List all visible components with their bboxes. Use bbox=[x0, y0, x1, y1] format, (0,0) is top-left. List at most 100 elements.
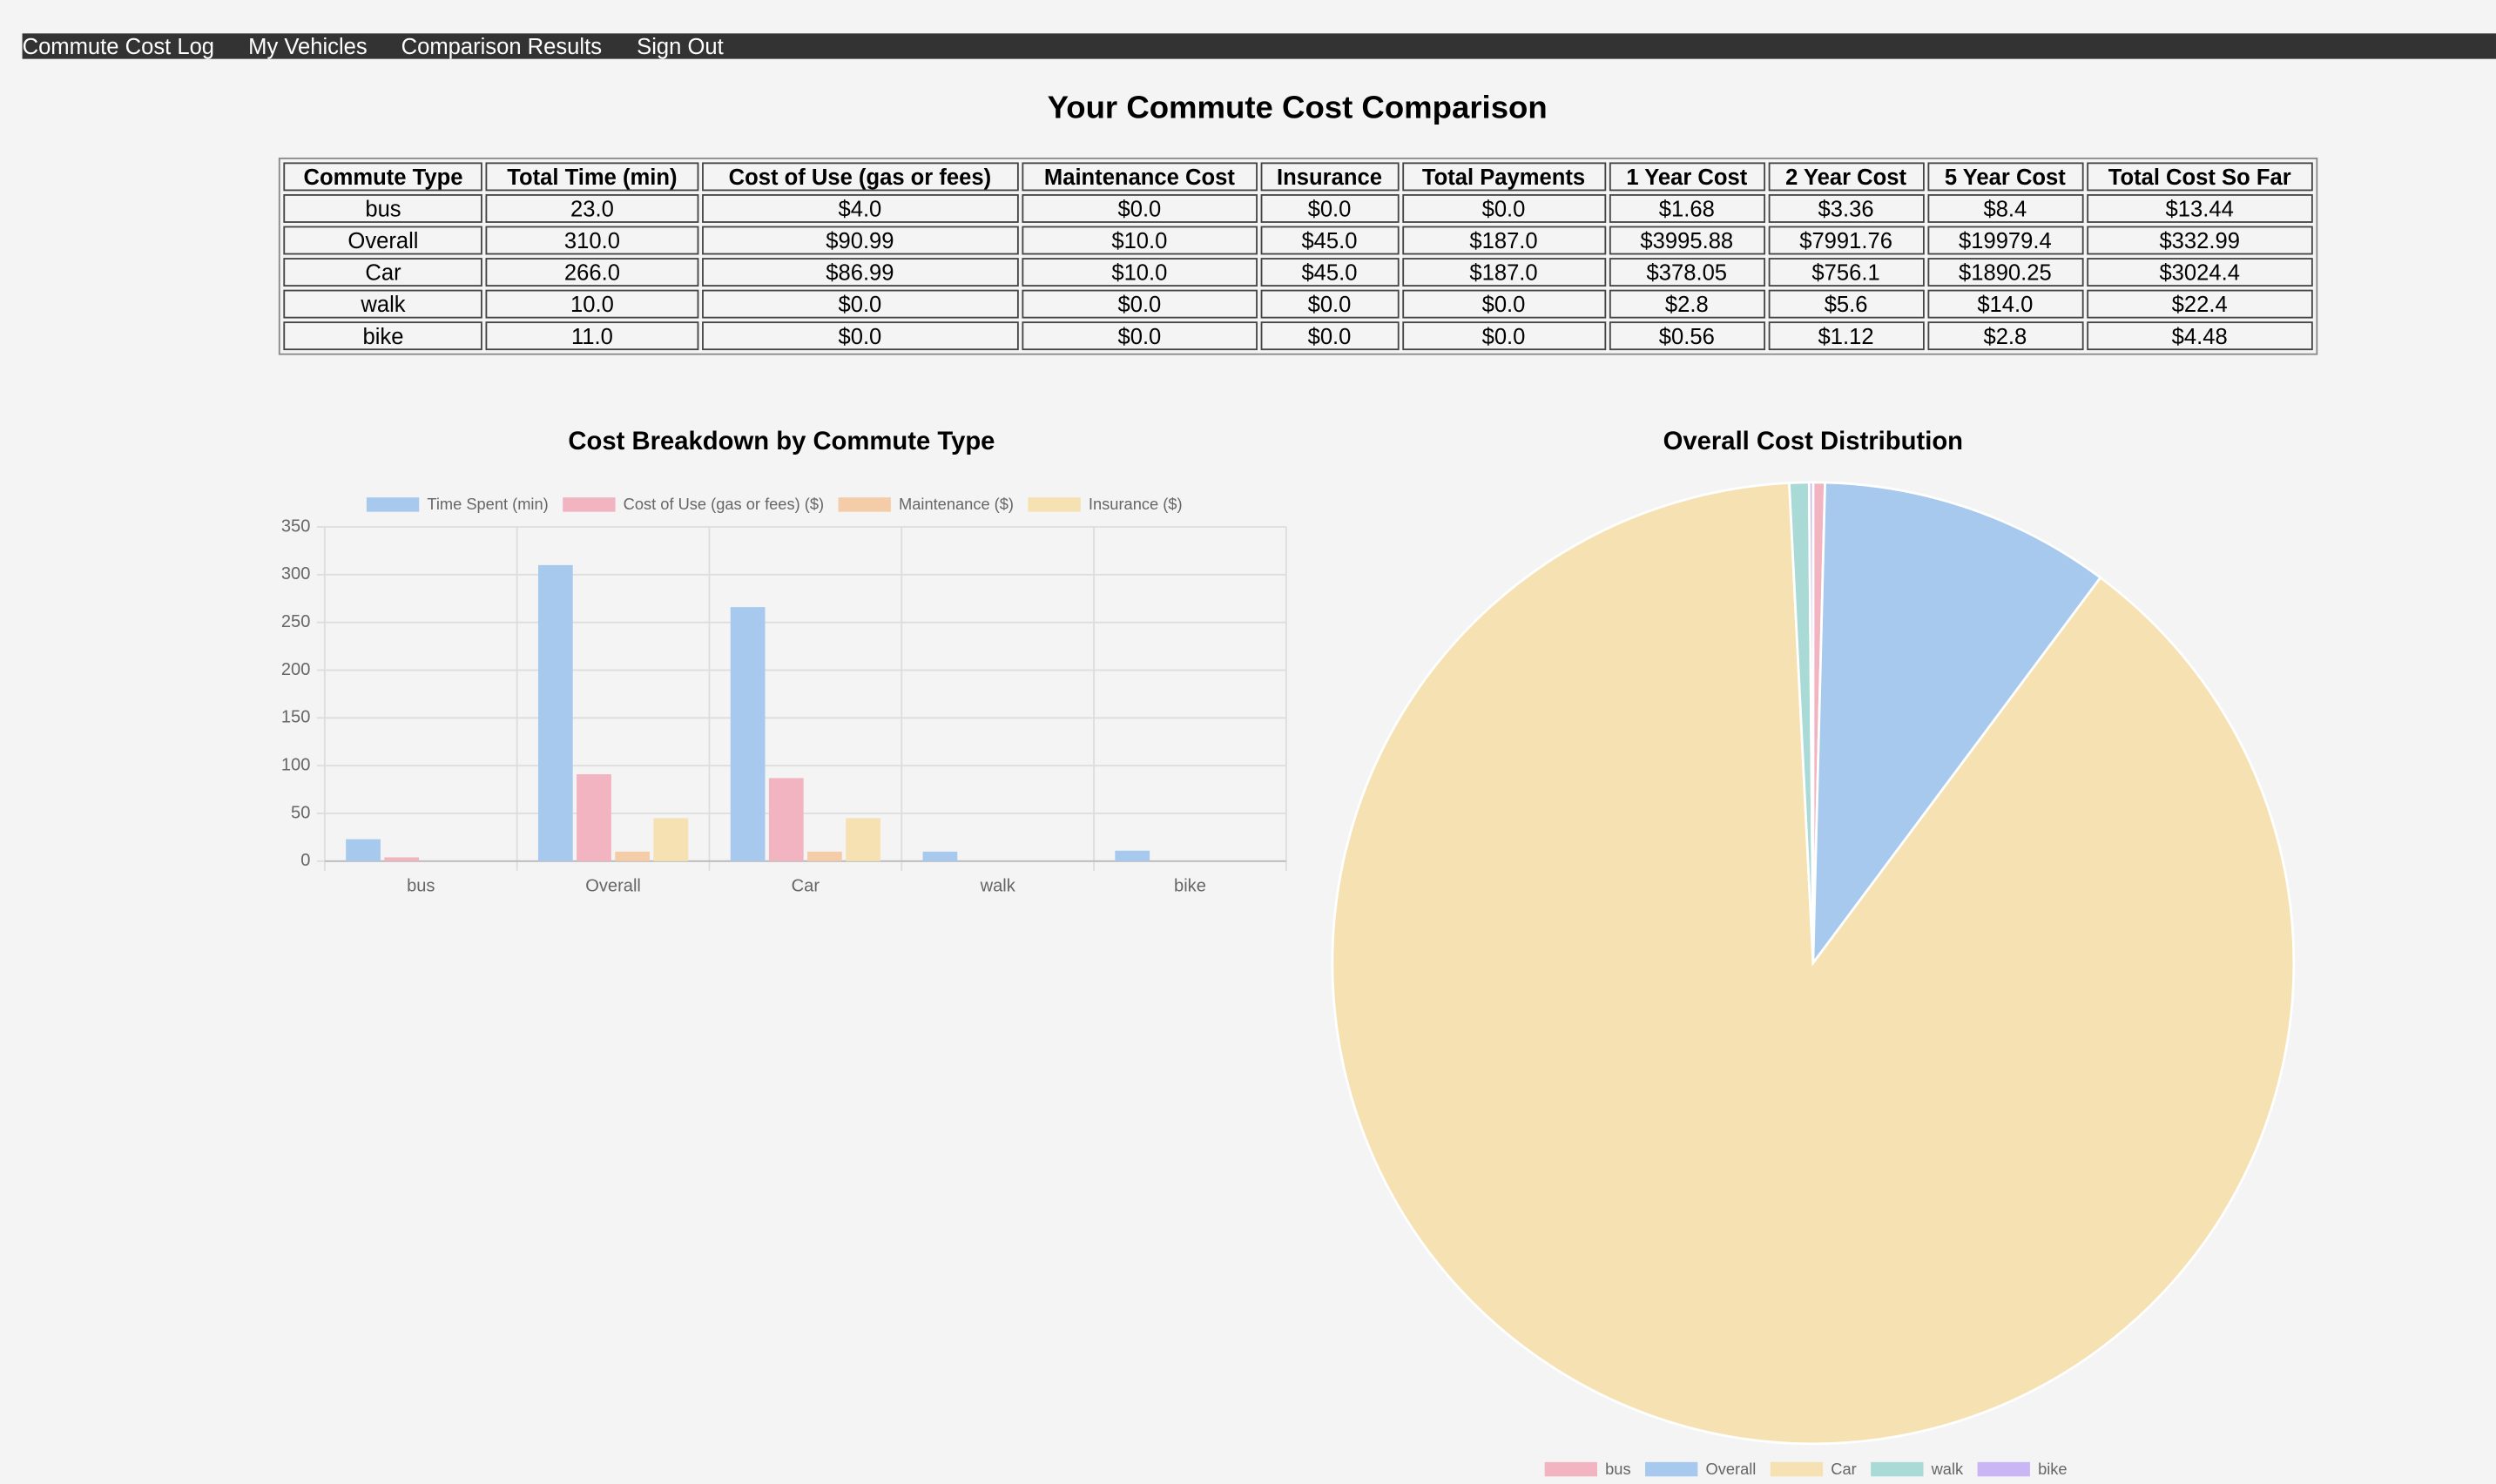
table-cell: $0.0 bbox=[1022, 321, 1258, 351]
cost-table: Commute Type Total Time (min) Cost of Use … bbox=[278, 157, 2318, 355]
table-cell: $45.0 bbox=[1260, 226, 1399, 255]
table-cell: $187.0 bbox=[1401, 258, 1606, 287]
nav-link[interactable]: Sign Out bbox=[637, 33, 724, 59]
table-cell: $7991.76 bbox=[1768, 226, 1925, 255]
table-row: Car 266.0 $86.99 $10.0 $45.0 $187.0 $378.05 $75… bbox=[283, 258, 2313, 287]
bar bbox=[768, 778, 804, 861]
legend-swatch bbox=[1770, 1461, 1824, 1477]
legend-label: Maintenance ($) bbox=[899, 495, 1014, 513]
bar bbox=[730, 607, 766, 861]
table-cell: $45.0 bbox=[1260, 258, 1399, 287]
legend: Time Spent (min) Cost of Use (gas or fees… bbox=[366, 495, 1183, 513]
legend-label: Overall bbox=[1706, 1460, 1757, 1478]
column-header: 5 Year Cost bbox=[1926, 162, 2083, 192]
table-cell: $0.0 bbox=[1401, 289, 1606, 319]
y-tick-label: 100 bbox=[281, 755, 311, 774]
table-cell: $4.0 bbox=[701, 193, 1019, 223]
bar bbox=[384, 857, 420, 861]
x-tick-label: Overall bbox=[585, 876, 641, 895]
bar bbox=[615, 851, 651, 861]
column-header: 1 Year Cost bbox=[1609, 162, 1765, 192]
column-header: Commute Type bbox=[283, 162, 483, 192]
table-cell: $0.0 bbox=[1260, 289, 1399, 319]
bar bbox=[577, 774, 611, 861]
legend-label: Time Spent (min) bbox=[427, 495, 548, 513]
legend-label: bus bbox=[1605, 1460, 1630, 1478]
table-cell: $1.68 bbox=[1609, 193, 1765, 223]
table-cell: $5.6 bbox=[1768, 289, 1925, 319]
table-cell: $10.0 bbox=[1022, 226, 1258, 255]
table-cell: walk bbox=[283, 289, 483, 319]
chart-title: Overall Cost Distribution bbox=[1663, 428, 1963, 455]
bar bbox=[346, 839, 381, 861]
y-tick-label: 0 bbox=[300, 851, 310, 870]
legend-swatch bbox=[1544, 1461, 1598, 1477]
table-cell: $1890.25 bbox=[1926, 258, 2083, 287]
bar bbox=[537, 564, 573, 861]
x-tick-label: bus bbox=[407, 876, 435, 895]
table-row: walk 10.0 $0.0 $0.0 $0.0 $0.0 $2.8 $5.6 $14.0 $22… bbox=[283, 289, 2313, 319]
header-row: Commute Type Total Time (min) Cost of Use … bbox=[283, 162, 2313, 192]
table-row: bus 23.0 $4.0 $0.0 $0.0 $0.0 $1.68 $3.36 $8.4 $13… bbox=[283, 193, 2313, 223]
table-cell: $0.0 bbox=[1401, 321, 1606, 351]
table-cell: 23.0 bbox=[486, 193, 698, 223]
column-header: Maintenance Cost bbox=[1022, 162, 1258, 192]
table-cell: $3995.88 bbox=[1609, 226, 1765, 255]
column-header: Insurance bbox=[1260, 162, 1399, 192]
legend-label: Car bbox=[1831, 1460, 1856, 1478]
pie-slice bbox=[1811, 481, 2102, 968]
table-cell: bus bbox=[283, 193, 483, 223]
nav-link[interactable]: My Vehicles bbox=[248, 33, 368, 59]
nav-link[interactable]: Comparison Results bbox=[401, 33, 603, 59]
legend-label: bike bbox=[2038, 1460, 2068, 1478]
legend-label: Insurance ($) bbox=[1089, 495, 1183, 513]
table-cell: $0.0 bbox=[1022, 289, 1258, 319]
table-cell: $0.0 bbox=[1260, 193, 1399, 223]
legend-swatch bbox=[838, 497, 891, 512]
table-cell: $22.4 bbox=[2086, 289, 2313, 319]
table-cell: $4.48 bbox=[2086, 321, 2313, 351]
chart-title: Cost Breakdown by Commute Type bbox=[568, 428, 995, 455]
table-row: bike 11.0 $0.0 $0.0 $0.0 $0.0 $0.56 $1.12 $2.8 $4… bbox=[283, 321, 2313, 351]
bar bbox=[1115, 850, 1150, 861]
column-header: Total Payments bbox=[1401, 162, 1606, 192]
table-cell: 266.0 bbox=[486, 258, 698, 287]
table-cell: $8.4 bbox=[1926, 193, 2083, 223]
table-cell: $0.56 bbox=[1609, 321, 1765, 351]
table-cell: $14.0 bbox=[1926, 289, 2083, 319]
nav-bar: Commute Cost Log My Vehicles Comparison Re… bbox=[22, 33, 2496, 59]
legend-swatch bbox=[1645, 1461, 1698, 1477]
table-cell: Overall bbox=[283, 226, 483, 255]
table-cell: $0.0 bbox=[701, 321, 1019, 351]
bar bbox=[922, 851, 958, 861]
table-cell: $19979.4 bbox=[1926, 226, 2083, 255]
table-cell: 11.0 bbox=[486, 321, 698, 351]
legend-label: walk bbox=[1931, 1460, 1964, 1478]
table-cell: bike bbox=[283, 321, 483, 351]
table-cell: $86.99 bbox=[701, 258, 1019, 287]
x-tick-label: bike bbox=[1174, 876, 1206, 895]
y-tick-label: 200 bbox=[281, 660, 311, 679]
table-cell: $756.1 bbox=[1768, 258, 1925, 287]
table-cell: $1.12 bbox=[1768, 321, 1925, 351]
table-cell: $3024.4 bbox=[2086, 258, 2313, 287]
y-tick-label: 150 bbox=[281, 708, 311, 727]
table-cell: $0.0 bbox=[1022, 193, 1258, 223]
table-row: Overall 310.0 $90.99 $10.0 $45.0 $187.0 $3995.… bbox=[283, 226, 2313, 255]
table-cell: $378.05 bbox=[1609, 258, 1765, 287]
x-tick-label: walk bbox=[980, 876, 1016, 895]
table-cell: 310.0 bbox=[486, 226, 698, 255]
y-tick-label: 350 bbox=[281, 516, 311, 536]
pie-slice bbox=[1807, 481, 1815, 963]
table-cell: $0.0 bbox=[1401, 193, 1606, 223]
table-cell: Car bbox=[283, 258, 483, 287]
nav-link[interactable]: Commute Cost Log bbox=[22, 33, 215, 59]
column-header: Total Cost So Far bbox=[2086, 162, 2313, 192]
legend-swatch bbox=[563, 497, 616, 512]
table-cell: $2.8 bbox=[1609, 289, 1765, 319]
bar bbox=[846, 818, 880, 861]
table-cell: $332.99 bbox=[2086, 226, 2313, 255]
column-header: 2 Year Cost bbox=[1768, 162, 1925, 192]
